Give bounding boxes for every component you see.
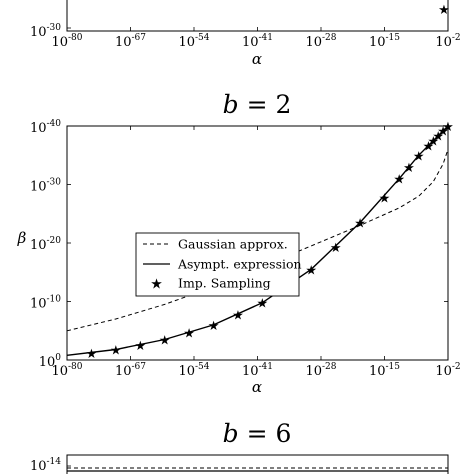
imp-sampling-star-marker: ★ <box>393 173 405 188</box>
x-tick-label: 10-28 <box>305 33 336 50</box>
y-tick-label: 10-30 <box>30 178 61 195</box>
bottom-panel: b = 6 10-14 <box>30 419 449 474</box>
top-panel-frame <box>66 0 449 32</box>
middle-panel: b = 2 100 10-10 10-20 10-30 10-40 10-80 10-67… <box>17 90 461 396</box>
x-tick-label: 10-2 <box>435 33 460 50</box>
middle-panel-title-value: 2 <box>275 90 291 119</box>
legend-entry-imp-sampling: Imp. Sampling <box>178 276 271 291</box>
imp-sampling-star-marker: ★ <box>183 327 195 342</box>
imp-sampling-star-marker: ★ <box>354 217 366 232</box>
imp-sampling-star-marker: ★ <box>428 135 440 150</box>
imp-sampling-star-marker: ★ <box>305 263 317 278</box>
y-tick-label: 10-30 <box>30 23 61 40</box>
x-tick-label: 10-41 <box>242 362 273 379</box>
middle-panel-title-var: b <box>223 90 239 119</box>
bottom-panel-title: b = 6 <box>223 419 292 448</box>
top-panel-x-ticks: 10-80 10-67 10-54 10-41 10-28 10-15 10-2 <box>51 27 461 50</box>
gaussian-approx-line <box>66 149 449 332</box>
y-tick-label: 100 <box>39 353 62 370</box>
x-tick-label: 10-2 <box>435 362 460 379</box>
imp-sampling-star-marker: ★ <box>438 3 450 18</box>
imp-sampling-star-marker: ★ <box>232 308 244 323</box>
x-tick-label: 10-80 <box>51 33 82 50</box>
x-tick-label: 10-67 <box>115 362 146 379</box>
x-tick-label: 10-28 <box>305 362 336 379</box>
y-tick-label: 10-14 <box>30 457 61 474</box>
imp-sampling-star-marker: ★ <box>437 125 449 140</box>
legend-star-marker-swatch: ★ <box>150 277 163 293</box>
x-tick-label: 10-80 <box>51 362 82 379</box>
x-tick-label: 10-54 <box>178 33 209 50</box>
imp-sampling-star-marker: ★ <box>413 149 425 164</box>
x-tick-label: 10-15 <box>369 33 400 50</box>
middle-panel-title: b = 2 <box>223 90 292 119</box>
imp-sampling-star-marker: ★ <box>403 161 415 176</box>
top-panel-y-ticks: 10-30 <box>30 23 71 40</box>
top-panel-x-axis-label: α <box>252 50 262 68</box>
y-tick-label: 10-10 <box>30 295 61 312</box>
imp-sampling-star-marker: ★ <box>423 139 435 154</box>
bottom-panel-title-value: 6 <box>275 419 291 448</box>
bottom-panel-title-var: b <box>223 419 239 448</box>
middle-panel-x-axis-label: α <box>252 378 262 396</box>
imp-sampling-star-marker: ★ <box>159 334 171 349</box>
bottom-panel-y-ticks: 10-14 <box>30 457 71 474</box>
middle-panel-y-ticks: 100 10-10 10-20 10-30 10-40 <box>30 119 448 370</box>
middle-panel-x-ticks: 10-80 10-67 10-54 10-41 10-28 10-15 10-2 <box>51 126 461 379</box>
imp-sampling-star-marker: ★ <box>379 191 391 206</box>
imp-sampling-star-marker: ★ <box>110 343 122 358</box>
legend-entry-gaussian: Gaussian approx. <box>178 237 288 252</box>
imp-sampling-star-marker: ★ <box>432 129 444 144</box>
top-panel: 10-30 10-80 10-67 10-54 10-41 10-28 10-15 10-2… <box>30 0 461 68</box>
middle-panel-y-axis-label: β <box>17 229 27 247</box>
top-panel-marks: ★ <box>438 3 450 18</box>
imp-sampling-star-marker: ★ <box>257 297 269 312</box>
imp-sampling-star-marker: ★ <box>442 120 454 135</box>
y-tick-label: 10-20 <box>30 236 61 253</box>
x-tick-label: 10-54 <box>178 362 209 379</box>
legend-entry-asympt: Asympt. expression <box>177 257 302 272</box>
y-tick-label: 10-40 <box>30 119 61 136</box>
legend: Gaussian approx. Asympt. expression ★ Im… <box>135 232 302 297</box>
asympt-expression-line <box>66 125 449 356</box>
x-tick-label: 10-41 <box>242 33 273 50</box>
x-tick-label: 10-15 <box>369 362 400 379</box>
x-tick-label: 10-67 <box>115 33 146 50</box>
imp-sampling-star-marker: ★ <box>134 339 146 354</box>
imp-sampling-star-marker: ★ <box>208 319 220 334</box>
imp-sampling-star-marker: ★ <box>86 347 98 362</box>
imp-sampling-star-marker: ★ <box>330 241 342 256</box>
